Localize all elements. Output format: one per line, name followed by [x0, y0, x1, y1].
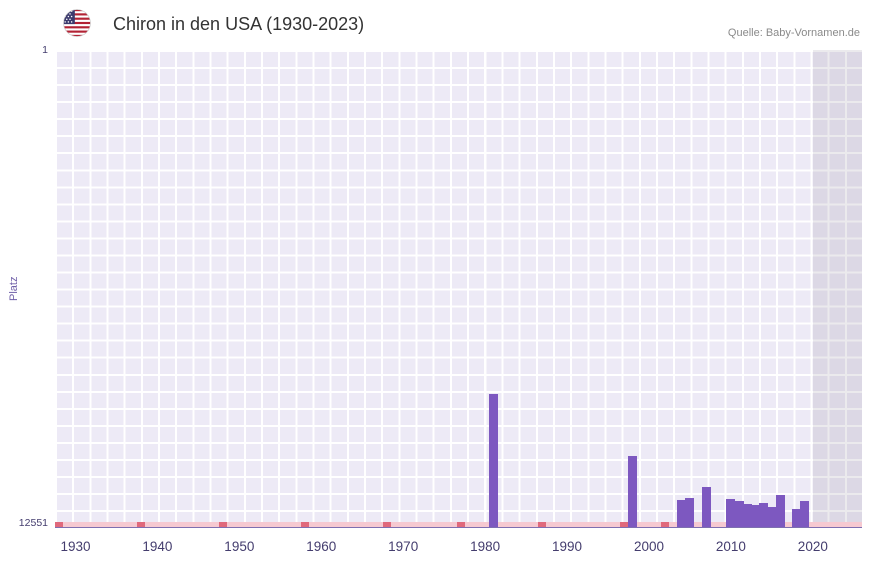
y-axis-tick-top: 1 [42, 44, 48, 56]
x-axis-tick-label: 2020 [797, 539, 828, 554]
rank-bar [685, 497, 695, 527]
rank-bar [750, 505, 760, 527]
x-axis-tick-label: 1930 [60, 539, 91, 554]
rank-bar [775, 494, 785, 527]
rank-bar [800, 500, 810, 527]
rank-bar [742, 503, 752, 527]
rank-bar [734, 500, 744, 527]
x-axis-labels: 1930 1940 1950 1960 1970 1980 1990 2000 2010 2020 [55, 539, 862, 559]
x-axis-tick-label: 1990 [552, 539, 583, 554]
page-title: Chiron in den USA (1930-2023) [113, 14, 365, 34]
no-data-marker [620, 522, 629, 527]
x-axis-tick-label: 1970 [388, 539, 419, 554]
no-data-marker [137, 522, 146, 527]
rank-bar [488, 393, 498, 527]
rank-bar [677, 499, 687, 527]
y-axis-label: Platz [8, 276, 20, 301]
x-axis-tick-label: 1980 [470, 539, 501, 554]
no-data-marker [300, 522, 309, 527]
x-axis-tick-label: 1960 [306, 539, 337, 554]
x-axis-tick-label: 1940 [142, 539, 173, 554]
y-axis-tick-bottom: 12551 [18, 517, 48, 529]
plot-area [55, 50, 862, 528]
recent-years-band [812, 50, 862, 527]
us-flag-icon [63, 9, 91, 37]
source-attribution: Quelle: Baby-Vornamen.de [727, 27, 860, 39]
rank-bar [726, 499, 736, 527]
rank-bar [767, 506, 777, 527]
no-data-marker [382, 522, 391, 527]
no-data-marker [538, 522, 547, 527]
rank-bar [701, 486, 711, 527]
no-data-marker [55, 522, 64, 527]
rank-bar [628, 456, 638, 527]
no-data-marker [661, 522, 670, 527]
no-data-marker [456, 522, 465, 527]
x-axis-tick-label: 1950 [224, 539, 255, 554]
no-data-baseline [55, 522, 862, 527]
rank-bar [759, 502, 769, 527]
rank-bar [791, 508, 801, 527]
x-axis-tick-label: 2010 [715, 539, 746, 554]
no-data-marker [218, 522, 227, 527]
x-axis-tick-label: 2000 [633, 539, 665, 554]
